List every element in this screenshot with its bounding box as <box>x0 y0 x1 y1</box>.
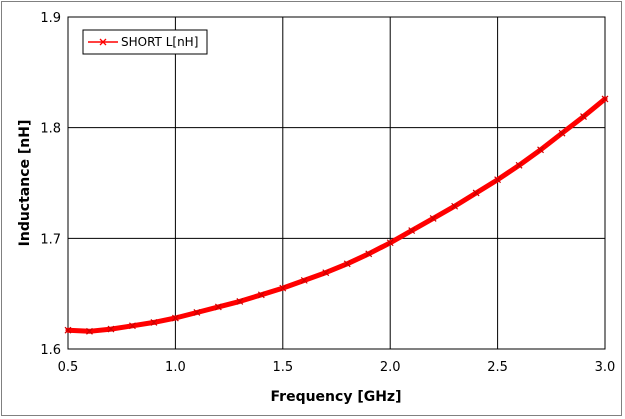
data-point <box>279 284 287 292</box>
y-tick-label: 1.6 <box>40 343 61 358</box>
data-point <box>408 227 416 235</box>
y-tick-label: 1.8 <box>40 122 61 137</box>
data-point <box>537 146 544 154</box>
data-point <box>343 260 351 268</box>
data-point <box>601 95 609 103</box>
data-point <box>257 291 265 299</box>
legend: SHORT L[nH] <box>82 29 208 55</box>
legend-marker-icon <box>99 38 107 46</box>
x-tick-label: 2.5 <box>487 360 508 375</box>
x-tick-label: 2.0 <box>380 360 401 375</box>
y-axis-title: Inductance [nH] <box>17 120 33 247</box>
data-point <box>64 326 72 334</box>
gridlines <box>68 17 605 349</box>
data-point <box>386 239 394 247</box>
plot-area <box>68 17 605 349</box>
x-tick-label: 1.5 <box>272 360 293 375</box>
data-point <box>129 322 136 330</box>
data-point <box>322 269 330 277</box>
data-point <box>193 309 201 316</box>
y-tick-labels: 1.6 1.7 1.8 1.9 <box>40 11 61 358</box>
data-point <box>300 276 308 284</box>
x-tick-label: 1.0 <box>165 360 186 375</box>
data-point <box>429 214 437 222</box>
data-point <box>451 202 459 210</box>
data-point <box>515 161 523 169</box>
series-group <box>64 95 609 335</box>
data-point <box>365 250 373 258</box>
data-point <box>171 314 179 322</box>
x-tick-label: 3.0 <box>595 360 616 375</box>
data-point <box>86 327 93 335</box>
series-line <box>65 96 608 334</box>
data-point <box>558 129 566 137</box>
data-point <box>580 113 587 121</box>
data-point <box>150 319 158 326</box>
data-point <box>236 297 244 305</box>
plot-border <box>67 16 606 350</box>
x-axis-title: Frequency [GHz] <box>271 389 402 405</box>
data-point <box>494 176 502 184</box>
legend-label: SHORT L[nH] <box>121 35 198 49</box>
data-point <box>214 303 222 311</box>
x-tick-label: 0.5 <box>58 360 79 375</box>
x-tick-labels: 0.5 1.0 1.5 2.0 2.5 3.0 <box>58 360 616 375</box>
y-tick-label: 1.9 <box>40 11 61 26</box>
y-tick-label: 1.7 <box>40 232 61 247</box>
data-point <box>107 325 115 333</box>
data-point <box>472 189 480 197</box>
